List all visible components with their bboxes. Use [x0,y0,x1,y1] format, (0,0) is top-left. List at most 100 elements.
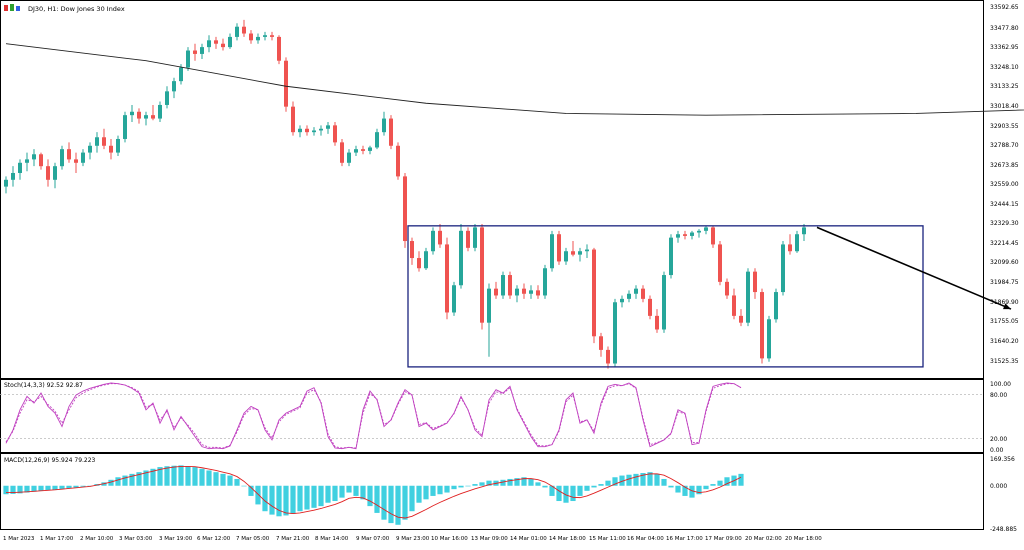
macd-histogram-bar [136,472,142,486]
macd-histogram-bar [339,485,345,498]
candle-body [18,162,22,173]
price-series [4,19,1024,369]
macd-histogram-bar [591,485,597,488]
candle-body [753,271,757,293]
price-axis-tick-label: 31525.35 [990,358,1019,365]
macd-histogram-bar [73,485,79,488]
stochastic-signal-line [5,383,742,449]
macd-histogram-bar [38,485,44,491]
candle-body [599,336,603,350]
stochastic-axis-tick-label: 20.00 [990,436,1007,443]
candle-body [368,147,372,151]
price-pane[interactable] [0,0,984,379]
macd-axis-tick-label: 169.356 [990,456,1015,463]
candle-body [655,315,659,330]
macd-histogram-bar [451,485,457,490]
time-axis-tick-label: 7 Mar 05:00 [236,536,270,542]
price-axis-tick-label: 32099.60 [990,259,1019,266]
macd-histogram-bar [549,485,555,496]
candle-body [613,302,617,364]
macd-histogram-bar [276,485,282,517]
macd-histogram-bar [108,479,114,486]
candle-body [256,36,260,41]
time-axis-tick-label: 16 Mar 17:00 [666,536,703,542]
macd-histogram-bar [528,478,534,486]
time-axis-tick-label: 15 Mar 11:00 [589,536,626,542]
candle-body [207,40,211,48]
macd-histogram-bar [150,468,156,486]
candle-body [291,106,295,133]
stochastic-axis-tick-label: 80.00 [990,392,1007,399]
macd-histogram-bar [738,473,744,486]
time-axis-tick-label: 10 Mar 16:00 [431,536,468,542]
macd-histogram-bar [45,485,51,491]
time-axis-tick-label: 13 Mar 09:00 [471,536,508,542]
candle-body [88,145,92,153]
candle-body [186,50,190,68]
candle-body [732,295,736,316]
candle-body [403,176,407,242]
candle-body [130,111,134,116]
macd-histogram-bar [171,465,177,486]
time-axis-tick-label: 20 Mar 02:00 [745,536,782,542]
candle-body [522,288,526,294]
macd-axis-tick-label: 0.000 [990,483,1007,490]
price-axis-tick-label: 31755.05 [990,318,1019,325]
candle-body [683,234,687,236]
macd-histogram-bar [80,485,86,487]
candle-body [263,35,267,37]
macd-histogram-bar [157,467,163,486]
time-axis-tick-label: 14 Mar 18:00 [549,536,586,542]
price-axis-tick-label: 33592.65 [990,4,1019,11]
macd-histogram-bar [542,485,548,488]
candle-body [74,159,78,163]
candle-body [487,288,491,323]
macd-histogram-bar [248,485,254,496]
macd-histogram-bar [472,484,478,486]
macd-histogram-bar [668,485,674,488]
macd-histogram-bar [24,485,30,493]
price-axis-tick-label: 32329.30 [990,220,1019,227]
macd-histogram-bar [17,485,23,494]
candle-body [662,275,666,330]
price-axis-tick-label: 31640.20 [990,338,1019,345]
candle-body [25,159,29,163]
stochastic-pane[interactable] [0,379,984,453]
time-axis-tick-label: 17 Mar 09:00 [705,536,742,542]
macd-histogram-bar [409,485,415,512]
candle-body [228,36,232,48]
candle-body [592,249,596,337]
time-axis-tick-label: 6 Mar 12:00 [197,536,231,542]
macd-histogram-bar [283,485,289,516]
time-axis-tick-label: 20 Mar 18:00 [785,536,822,542]
macd-histogram-bar [521,477,527,486]
candle-body [116,138,120,153]
macd-histogram-bar [584,485,590,491]
candle-body [508,275,512,296]
macd-histogram-bar [325,485,331,503]
time-axis-tick-label: 9 Mar 23:00 [396,536,430,542]
macd-histogram-bar [507,478,513,486]
macd-histogram-bar [724,477,730,486]
price-axis-tick-label: 32903.55 [990,123,1019,130]
candle-body [459,230,463,286]
macd-histogram-bar [535,482,541,486]
candle-body [725,281,729,296]
candle-body [627,293,631,299]
macd-histogram-bar [360,485,366,500]
macd-histogram-bar [675,485,681,493]
range-box [407,225,924,368]
candle-body [410,241,414,259]
macd-histogram-bar [318,485,324,507]
macd-series [3,465,744,525]
trend-arrow-head [1003,303,1011,310]
candle-body [361,149,365,151]
time-axis-tick-label: 3 Mar 19:00 [159,536,193,542]
candle-body [249,33,253,41]
macd-histogram-bar [381,485,387,520]
candle-body [333,125,337,143]
candle-body [53,166,57,180]
macd-pane[interactable] [0,453,984,530]
macd-histogram-bar [612,477,618,486]
